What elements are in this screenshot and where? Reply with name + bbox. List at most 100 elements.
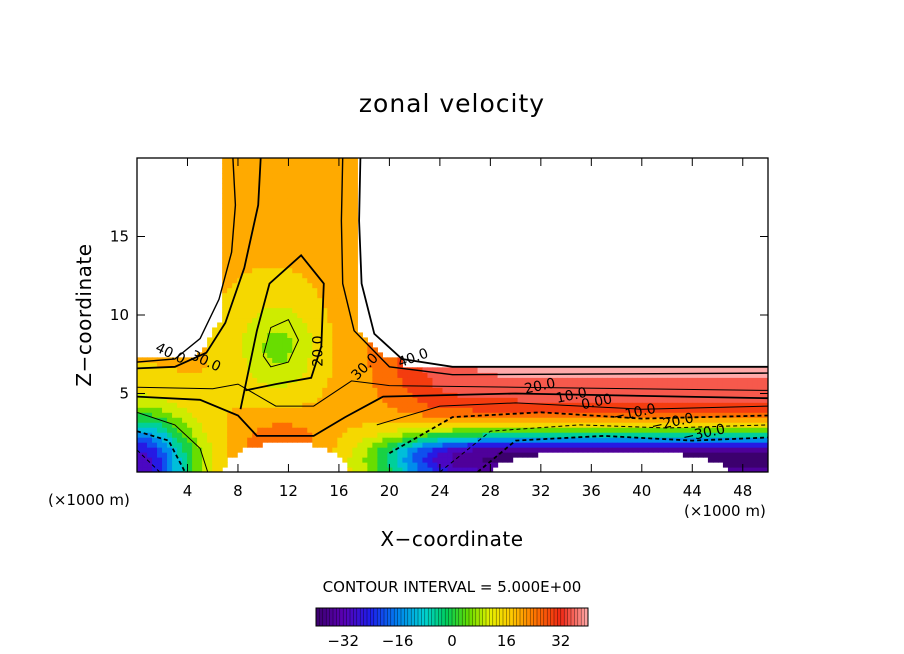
field-cell — [617, 377, 624, 383]
field-cell — [272, 377, 278, 383]
field-cell — [372, 387, 378, 393]
field-cell — [507, 422, 514, 428]
field-cell — [642, 402, 649, 408]
field-cell — [522, 442, 529, 448]
field-cell — [532, 437, 539, 443]
field-cell — [297, 247, 303, 254]
field-cell — [282, 297, 288, 304]
field-cell — [687, 442, 694, 448]
field-cell — [487, 397, 494, 403]
field-cell — [342, 167, 348, 174]
field-cell — [362, 437, 368, 443]
field-cell — [297, 217, 303, 224]
field-cell — [257, 282, 263, 289]
field-cell — [282, 307, 288, 314]
field-cell — [722, 397, 729, 403]
field-cell — [337, 367, 343, 373]
field-cell — [252, 227, 258, 234]
field-cell — [282, 282, 288, 289]
field-cell — [397, 377, 404, 383]
field-cell — [297, 187, 303, 194]
field-cell — [162, 367, 168, 373]
x-tick-label: 40 — [632, 482, 651, 500]
field-cell — [322, 342, 328, 348]
field-cell — [727, 442, 734, 448]
field-cell — [192, 457, 198, 463]
field-cell — [752, 452, 759, 458]
field-cell — [287, 272, 293, 279]
field-cell — [347, 392, 353, 398]
field-cell — [657, 427, 664, 433]
field-cell — [222, 317, 228, 324]
field-cell — [317, 422, 323, 428]
field-cell — [342, 337, 348, 344]
field-cell — [762, 457, 768, 463]
field-cell — [332, 387, 338, 393]
field-cell — [697, 397, 704, 403]
field-cell — [402, 382, 409, 388]
field-cell — [282, 192, 288, 199]
field-cell — [242, 372, 248, 378]
colorbar-segment — [567, 608, 572, 626]
field-cell — [307, 312, 313, 319]
field-cell — [277, 237, 283, 244]
field-cell — [167, 407, 173, 413]
field-cell — [207, 462, 213, 468]
field-cell — [242, 277, 248, 284]
field-cell — [312, 262, 318, 269]
field-cell — [282, 162, 288, 169]
field-cell — [227, 252, 233, 259]
field-cell — [352, 287, 358, 294]
field-cell — [312, 192, 318, 199]
x-tick-label: 16 — [329, 482, 348, 500]
field-cell — [307, 252, 313, 259]
field-cell — [432, 417, 439, 423]
field-cell — [227, 387, 233, 393]
field-cell — [287, 377, 293, 383]
field-cell — [172, 367, 178, 373]
field-cell — [232, 332, 238, 339]
field-cell — [757, 377, 764, 383]
field-cell — [522, 372, 529, 378]
field-cell — [282, 362, 288, 368]
field-cell — [147, 377, 153, 383]
field-cell — [432, 457, 439, 463]
field-cell — [637, 447, 644, 453]
field-cell — [392, 367, 399, 373]
field-cell — [367, 442, 373, 448]
field-cell — [707, 417, 714, 423]
field-cell — [347, 277, 353, 284]
field-cell — [172, 462, 178, 468]
field-cell — [287, 257, 293, 264]
field-cell — [172, 417, 178, 423]
field-cell — [197, 377, 203, 383]
field-cell — [637, 432, 644, 438]
field-cell — [267, 412, 273, 418]
field-cell — [577, 442, 584, 448]
field-cell — [277, 272, 283, 279]
field-cell — [472, 427, 479, 433]
field-cell — [442, 467, 449, 472]
field-cell — [152, 407, 158, 413]
field-cell — [327, 187, 333, 194]
field-cell — [227, 207, 233, 214]
field-cell — [602, 372, 609, 378]
field-cell — [252, 297, 258, 304]
field-cell — [422, 457, 429, 463]
colorbar-segment — [509, 608, 514, 626]
field-cell — [457, 367, 464, 373]
field-cell — [687, 367, 694, 373]
field-cell — [407, 457, 414, 463]
field-cell — [752, 462, 759, 468]
field-cell — [742, 442, 749, 448]
field-cell — [217, 422, 223, 428]
field-cell — [402, 412, 409, 418]
field-cell — [242, 162, 248, 169]
field-cell — [427, 387, 434, 393]
colorbar-segment — [506, 608, 511, 626]
field-cell — [252, 327, 258, 334]
field-cell — [682, 377, 689, 383]
field-cell — [237, 158, 243, 164]
field-cell — [292, 337, 298, 344]
field-cell — [372, 452, 378, 458]
